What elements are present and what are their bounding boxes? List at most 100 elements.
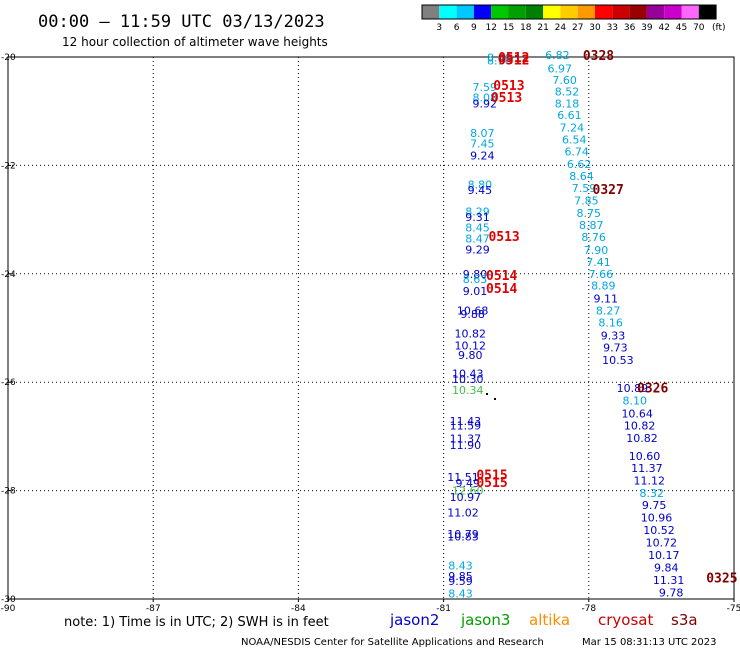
satellite-legend-cryosat: cryosat [598, 611, 653, 629]
grid-lines [8, 57, 734, 599]
color-legend-label: 18 [520, 23, 532, 33]
wave-height-label: 10.83 [447, 531, 479, 544]
wave-height-label: 10.89 [617, 382, 649, 395]
y-tick-label: -30 [1, 595, 16, 605]
color-swatch [560, 5, 578, 19]
y-tick-label: -20 [1, 53, 16, 63]
wave-height-label: 10.72 [646, 537, 678, 550]
wave-height-label: 11.59 [450, 420, 482, 433]
wave-height-label: 7.60 [552, 74, 577, 87]
color-swatch [681, 5, 699, 19]
wave-height-label: 10.82 [454, 327, 486, 340]
wave-height-label: 10.82 [624, 420, 656, 433]
wave-height-label: 9.92 [472, 98, 497, 111]
wave-height-label: 8.76 [581, 231, 606, 244]
wave-height-label: 12.60 [452, 485, 484, 498]
satellite-legend-jason2: jason2 [389, 611, 439, 629]
x-tick-label: -78 [581, 604, 596, 614]
wave-height-label: 9.59 [448, 575, 473, 588]
marker-dot [494, 398, 496, 400]
footer-timestamp: Mar 15 08:31:13 UTC 2023 [582, 637, 717, 648]
x-tick-label: -84 [291, 604, 306, 614]
wave-height-label: 9.73 [603, 342, 628, 355]
wave-height-label: 10.52 [643, 524, 675, 537]
wave-height-label: 6.82 [545, 49, 570, 62]
wave-height-label: 9.85 [448, 570, 473, 583]
y-axis-ticks: -20 -22 -24 -26 -28 -30 [1, 53, 16, 605]
wave-height-label: 7.59 [572, 182, 597, 195]
wave-height-label: 6.62 [567, 158, 592, 171]
pass-time-label: 0513 [488, 230, 519, 245]
wave-height-label: 10.64 [621, 408, 653, 421]
wave-height-label: 6.61 [557, 109, 582, 122]
wave-height-label: 9.24 [470, 150, 495, 163]
wave-height-label: 11.43 [450, 415, 482, 428]
color-legend-label: 24 [555, 23, 567, 33]
data-points: 8.668.96 6.826.977.608.528.186.617.246.54… [447, 49, 684, 601]
wave-height-label: 10.60 [629, 450, 661, 463]
wave-height-label: 11.31 [653, 574, 685, 587]
wave-height-label: 9.29 [465, 243, 490, 256]
wave-height-label: 6.74 [564, 145, 589, 158]
pass-time-label: 0514 [486, 282, 517, 297]
x-tick-label: -87 [146, 604, 161, 614]
footer-note: note: 1) Time is in UTC; 2) SWH is in fe… [64, 615, 329, 630]
color-swatch [629, 5, 647, 19]
pass-time-label: 0512 [498, 51, 529, 66]
wave-height-label: 10.97 [450, 491, 482, 504]
wave-height-label: 7.90 [584, 244, 609, 257]
wave-height-label: 10.17 [648, 549, 680, 562]
color-legend-label: 9 [471, 23, 477, 33]
wave-height-label: 11.37 [631, 462, 663, 475]
wave-height-label: 8.07 [470, 127, 495, 140]
color-swatch [543, 5, 561, 19]
x-tick-label: -75 [727, 604, 740, 614]
wave-height-label: 8.16 [598, 317, 623, 330]
chart-title: 00:00 – 11:59 UTC 03/13/2023 [38, 12, 325, 32]
wave-height-label: 10.96 [641, 512, 673, 525]
wave-height-label: 9.01 [463, 285, 488, 298]
color-legend-label: 39 [641, 23, 653, 33]
wave-height-label: 8.45 [465, 222, 490, 235]
color-bar-frame [421, 4, 717, 20]
wave-height-label: 8.63 [463, 273, 488, 286]
wave-height-label: 11.51 [447, 471, 479, 484]
color-legend-label: 30 [589, 23, 601, 33]
plot-area: -90 -87 -84 -81 -78 -75 -20 -22 -24 -26 -28 -30 8.… [1, 49, 740, 614]
wave-height-label: 10.30 [452, 373, 484, 386]
color-swatch [577, 5, 595, 19]
wave-height-label: 7.85 [574, 195, 599, 208]
wave-height-label: 9.80 [463, 268, 488, 281]
color-legend-label: 21 [537, 23, 548, 33]
wave-height-label: 7.41 [586, 256, 611, 269]
wave-height-label: 10.34 [452, 384, 484, 397]
wave-height-label: 8.64 [569, 170, 594, 183]
wave-height-label: 8.66 [487, 52, 512, 65]
wave-height-label: 8.43 [448, 588, 473, 601]
y-tick-label: -24 [1, 270, 16, 280]
wave-height-label: 8.96 [487, 54, 512, 67]
wave-height-label: 11.12 [634, 474, 666, 487]
chart-subtitle: 12 hour collection of altimeter wave hei… [62, 35, 328, 49]
wave-height-label: 10.43 [452, 368, 484, 381]
color-legend-label: 27 [572, 23, 583, 33]
pass-time-label: 0328 [583, 49, 614, 64]
wave-height-label: 8.10 [623, 395, 648, 408]
color-legend-label: 42 [658, 23, 669, 33]
wave-height-label: 9.80 [458, 349, 483, 362]
color-swatch [508, 5, 526, 19]
wave-height-label: 10.53 [602, 354, 634, 367]
pass-time-label: 0326 [637, 382, 668, 397]
wave-height-label: 6.54 [562, 133, 587, 146]
wave-height-label: 9.49 [456, 477, 481, 490]
wave-height-label: 8.75 [577, 207, 602, 220]
wave-height-label: 10.79 [447, 528, 479, 541]
x-tick-label: -81 [436, 604, 451, 614]
wave-height-label: 10.12 [454, 339, 486, 352]
wave-height-label: 9.31 [465, 211, 490, 224]
wave-height-label: 9.84 [654, 562, 679, 575]
color-legend-label: 3 [436, 23, 442, 33]
wave-height-label: 8.80 [468, 178, 493, 191]
color-swatch [525, 5, 544, 19]
